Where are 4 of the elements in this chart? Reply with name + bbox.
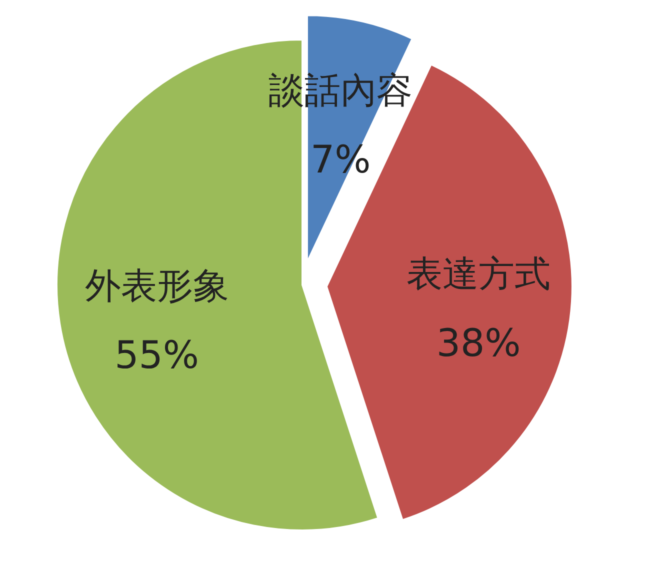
data-label: 38% [436,321,521,366]
data-label: 55% [114,332,200,377]
slice-label: 表達方式 [406,254,551,296]
slice-label: 外表形象 [84,266,229,307]
